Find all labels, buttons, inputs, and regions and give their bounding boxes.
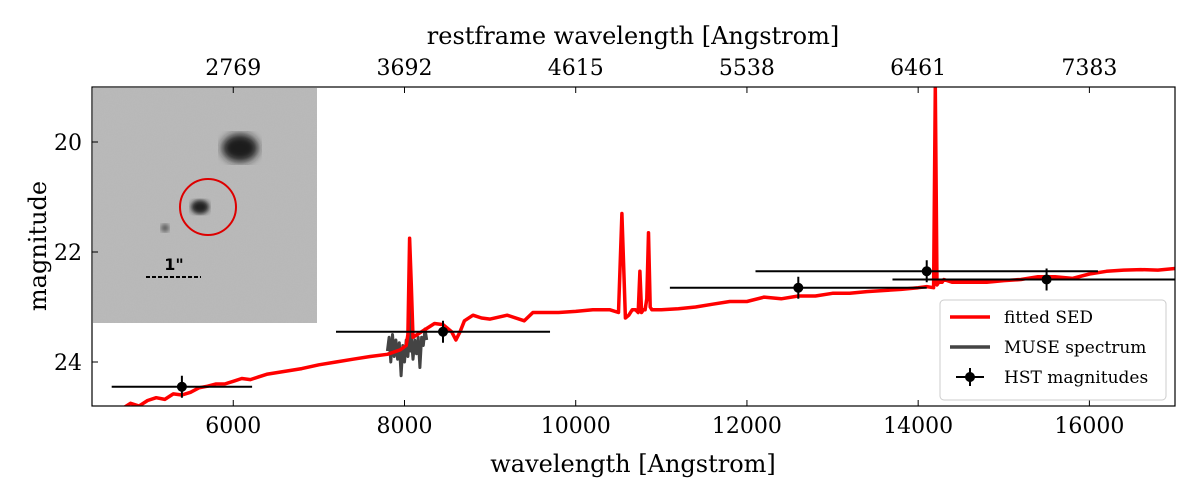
hst-marker-4 [1041, 274, 1052, 285]
hst-point-4 [892, 268, 1175, 291]
plot-frame [91, 86, 1176, 407]
top-tick-label-5: 7383 [1061, 56, 1117, 81]
x-tick-label-1: 8000 [376, 414, 432, 439]
hst-marker-3 [921, 266, 932, 277]
hst-point-1 [335, 320, 551, 343]
x-axis-title: wavelength [Angstrom] [490, 450, 776, 478]
top-tick-label-0: 2769 [205, 56, 261, 81]
legend: fitted SED MUSE spectrum HST magnitudes [939, 299, 1167, 401]
series-line-fitted-sed [123, 87, 1175, 406]
top-tick-label-4: 6461 [890, 56, 946, 81]
inset-scale-label: 1" [164, 255, 183, 274]
legend-label-fitted-sed: fitted SED [1004, 308, 1093, 328]
inset-target-circle [179, 178, 237, 236]
x-tick-label-5: 16000 [1054, 414, 1124, 439]
inset-faint-source [161, 224, 169, 232]
legend-label-muse-spectrum: MUSE spectrum [1004, 338, 1146, 358]
y-tick-label-0: 20 [54, 131, 82, 156]
top-axis-title: restframe wavelength [Angstrom] [427, 22, 839, 50]
legend-box [939, 299, 1167, 401]
x-tick-label-0: 6000 [205, 414, 261, 439]
hst-point-2 [669, 276, 927, 299]
y-tick-label-1: 22 [54, 241, 82, 266]
plot-layer [111, 87, 1175, 406]
inset-bright-galaxy [222, 134, 258, 162]
x-tick-label-4: 14000 [883, 414, 953, 439]
inset-image: 1" [93, 88, 317, 323]
axes-layer: 6000 8000 10000 12000 14000 16000 2769 3692 4615… [54, 56, 1124, 439]
top-tick-label-1: 3692 [376, 56, 432, 81]
legend-label-hst-magnitudes: HST magnitudes [1004, 368, 1148, 388]
hst-marker-2 [793, 282, 804, 293]
y-axis-title: magnitude [24, 181, 52, 311]
inset-target-galaxy [191, 200, 209, 214]
legend-swatch-hst-marker [965, 372, 975, 382]
hst-marker-1 [438, 326, 449, 337]
hst-point-0 [111, 375, 253, 398]
hst-marker-0 [176, 381, 187, 392]
x-tick-label-2: 10000 [541, 414, 611, 439]
top-tick-label-3: 5538 [719, 56, 775, 81]
top-tick-label-2: 4615 [548, 56, 604, 81]
y-tick-label-2: 24 [54, 351, 82, 376]
x-tick-label-3: 12000 [712, 414, 782, 439]
